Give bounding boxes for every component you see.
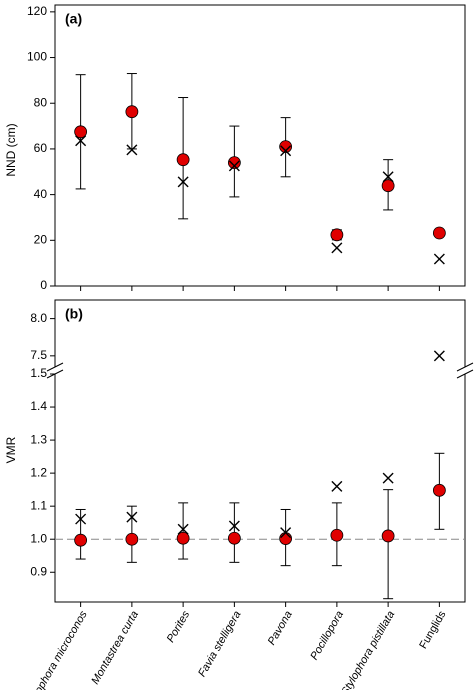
mean-marker (381, 179, 395, 193)
mean-marker (125, 105, 139, 119)
x-tick-label: Pocillopora (308, 609, 346, 662)
y-tick-label: 1.4 (30, 399, 47, 413)
y-tick-label: 1.1 (30, 498, 47, 512)
y-tick-label: 80 (34, 95, 48, 109)
x-tick-label: Funglids (417, 609, 448, 651)
x-marker (126, 144, 138, 156)
x-marker (280, 527, 292, 539)
y-tick-label: 8.0 (30, 311, 47, 325)
mean-marker (381, 529, 395, 543)
y-tick-label: 1.3 (30, 432, 47, 446)
x-stroke (126, 144, 138, 156)
axis-break (456, 362, 474, 372)
error-bar (178, 502, 189, 560)
x-marker (177, 523, 189, 535)
mean-marker (227, 156, 241, 170)
x-marker (228, 520, 240, 532)
x-marker (433, 253, 445, 265)
error-bar (383, 489, 394, 600)
panel-label: (a) (65, 11, 82, 27)
x-stroke (331, 480, 343, 492)
mean-marker (176, 153, 190, 167)
x-stroke (331, 242, 343, 254)
x-stroke (382, 171, 394, 183)
y-tick-label: 20 (34, 232, 48, 246)
x-marker (228, 160, 240, 172)
x-tick-label: Pavona (266, 609, 295, 647)
mean-marker (279, 532, 293, 545)
x-marker (75, 135, 87, 147)
y-tick-label: 1.0 (30, 531, 47, 545)
y-tick-label: 0 (40, 278, 47, 292)
x-stroke (177, 176, 189, 188)
x-stroke (382, 472, 394, 484)
x-marker (75, 513, 87, 525)
x-marker (433, 350, 445, 362)
mean-marker (74, 125, 88, 139)
mean-marker (227, 531, 241, 545)
x-marker (126, 511, 138, 523)
x-stroke (75, 513, 87, 525)
panel-label: (b) (65, 306, 83, 322)
plot-frame (54, 4, 466, 287)
mean-marker (330, 228, 344, 242)
mean-marker (330, 528, 344, 542)
x-stroke (280, 527, 292, 539)
x-marker (331, 242, 343, 254)
y-tick-label: 40 (34, 187, 48, 201)
axis-break-gap (457, 367, 473, 374)
y-tick-label: 60 (34, 141, 48, 155)
mean-marker (432, 483, 446, 497)
x-tick-label: Hydnophora microconos (20, 609, 90, 690)
axis-break-gap (47, 367, 63, 374)
y-tick-label: 100 (27, 50, 47, 64)
x-stroke (280, 145, 292, 157)
mean-marker (125, 532, 139, 546)
x-marker (382, 472, 394, 484)
x-stroke (433, 253, 445, 265)
axis-break (46, 362, 64, 372)
x-stroke (433, 350, 445, 362)
y-tick-label: 120 (27, 4, 47, 18)
x-tick-label: Montastrea curta (89, 609, 141, 686)
x-tick-label: Stylophora pistillata (339, 609, 397, 690)
mean-marker (74, 533, 88, 547)
x-stroke (75, 135, 87, 147)
y-axis-label: VMR (4, 436, 18, 463)
y-tick-label: 7.5 (30, 348, 47, 362)
y-tick-label: 0.9 (30, 564, 47, 578)
x-marker (177, 176, 189, 188)
y-tick-label: 1.2 (30, 465, 47, 479)
x-tick-label: Favia stelligera (196, 609, 243, 679)
x-marker (382, 171, 394, 183)
plot-frame (54, 299, 466, 603)
x-stroke (126, 511, 138, 523)
x-tick-label: Porites (165, 609, 193, 645)
y-axis-label: NND (cm) (4, 123, 18, 176)
mean-marker (176, 531, 190, 545)
axis-break (456, 369, 474, 379)
x-marker (280, 145, 292, 157)
mean-marker (432, 226, 446, 240)
x-stroke (177, 523, 189, 535)
y-tick-label: 1.5 (30, 366, 47, 380)
x-marker (331, 480, 343, 492)
x-stroke (228, 160, 240, 172)
mean-marker (279, 140, 293, 154)
x-stroke (228, 520, 240, 532)
